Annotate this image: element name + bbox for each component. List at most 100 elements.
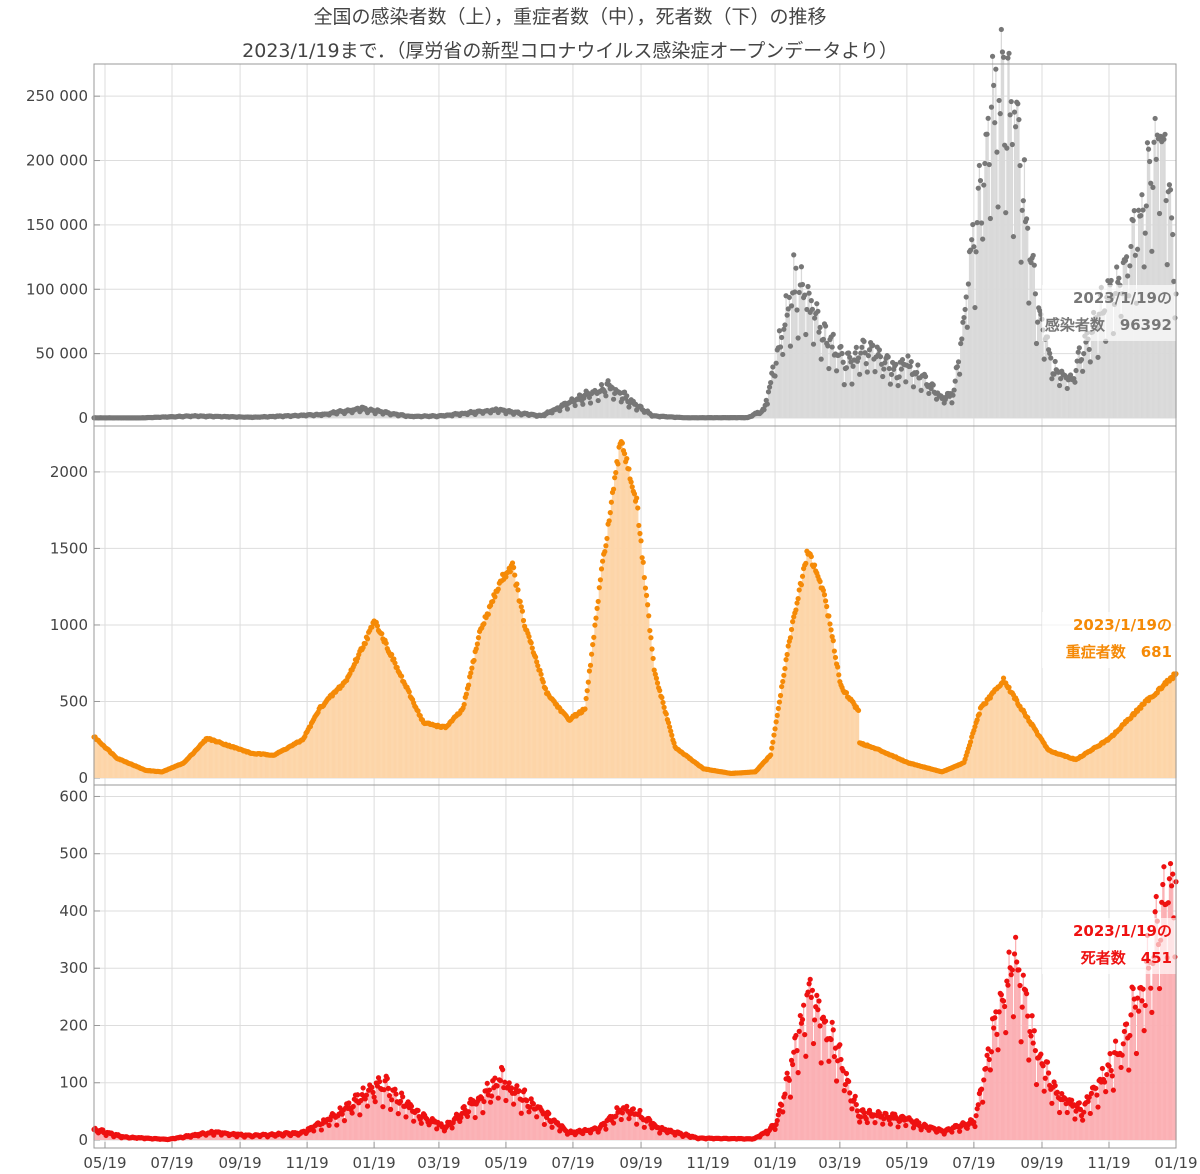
severe-bar: [616, 461, 618, 778]
severe-point: [772, 726, 778, 732]
infections-bar: [898, 376, 900, 418]
infections-bar: [1146, 142, 1149, 418]
deaths-bar: [805, 1056, 807, 1140]
infections-point: [1087, 359, 1093, 365]
severe-point: [830, 638, 836, 644]
severe-bar: [173, 766, 175, 778]
infections-bar: [1069, 375, 1072, 418]
infections-point: [838, 343, 844, 350]
severe-bar: [776, 715, 778, 778]
severe-bar: [863, 745, 865, 778]
severe-bar: [1058, 754, 1061, 778]
severe-point: [507, 569, 513, 575]
infections-point: [964, 324, 970, 330]
infections-point: [840, 359, 846, 365]
deaths-bar: [1136, 998, 1139, 1140]
severe-bar: [389, 655, 392, 778]
infections-bar: [902, 364, 905, 418]
infections-point: [1147, 158, 1153, 165]
infections-point: [818, 356, 824, 362]
severe-bar: [612, 489, 615, 778]
severe-point: [612, 475, 618, 481]
severe-bar: [204, 741, 206, 778]
infections-bar: [1110, 280, 1112, 418]
severe-point: [469, 665, 475, 671]
severe-point: [512, 572, 518, 578]
y-tick-label: 500: [59, 692, 88, 710]
deaths-bar: [993, 1027, 995, 1140]
severe-bar: [370, 627, 372, 778]
infections-point: [893, 361, 899, 367]
severe-bar: [1072, 758, 1074, 778]
deaths-bar: [495, 1085, 497, 1140]
severe-bar: [1009, 691, 1011, 778]
infections-bar: [1129, 265, 1131, 418]
deaths-bar: [459, 1121, 461, 1140]
infections-bar: [982, 239, 984, 418]
severe-bar: [105, 748, 107, 778]
infections-point: [881, 366, 887, 372]
infections-bar: [1098, 314, 1100, 418]
infections-point: [908, 359, 914, 365]
severe-bar: [325, 701, 327, 778]
infections-bar: [500, 409, 503, 418]
severe-bar: [569, 720, 571, 778]
severe-bar: [626, 458, 628, 778]
infections-bar: [950, 393, 952, 418]
infections-bar: [807, 286, 809, 418]
deaths-bar: [625, 1108, 627, 1140]
deaths-bar: [1129, 1035, 1131, 1140]
severe-bar: [768, 756, 771, 778]
severe-bar: [578, 711, 581, 778]
infections-point: [1021, 157, 1028, 163]
infections-bar: [942, 397, 944, 418]
severe-bar: [647, 604, 649, 778]
severe-bar: [242, 750, 245, 778]
deaths-bar: [505, 1100, 507, 1140]
deaths-bar: [621, 1112, 624, 1140]
severe-bar: [715, 770, 717, 778]
infections-bar: [938, 394, 940, 418]
severe-point: [584, 688, 590, 694]
severe-bar: [1017, 703, 1019, 778]
infections-bar: [379, 411, 381, 418]
severe-bar: [779, 695, 782, 778]
infections-point: [1132, 252, 1138, 258]
deaths-bar: [999, 993, 1001, 1140]
deaths-bar: [413, 1121, 415, 1140]
severe-bar: [1145, 700, 1147, 778]
infections-bar: [995, 69, 997, 418]
deaths-bar: [1043, 1091, 1045, 1140]
infections-bar: [814, 318, 816, 418]
severe-bar: [955, 765, 957, 778]
severe-bar: [183, 762, 185, 778]
severe-bar: [265, 754, 268, 778]
severe-point: [415, 708, 421, 714]
severe-bar: [531, 648, 533, 778]
deaths-bar: [803, 1005, 805, 1140]
severe-bar: [1087, 751, 1089, 778]
deaths-bar: [817, 1009, 819, 1140]
severe-bar: [875, 748, 877, 778]
infections-point: [880, 373, 886, 380]
infections-bar: [600, 384, 603, 418]
severe-bar: [1100, 743, 1102, 778]
severe-bar: [247, 751, 249, 778]
deaths-bar: [1097, 1107, 1099, 1140]
severe-bar: [834, 657, 837, 778]
severe-point: [593, 615, 599, 621]
severe-bar: [1065, 756, 1067, 778]
severe-bar: [984, 703, 986, 778]
severe-bar: [634, 501, 637, 778]
infections-bar: [643, 412, 645, 418]
severe-bar: [527, 633, 529, 778]
infections-bar: [907, 356, 909, 418]
infections-point: [910, 384, 917, 390]
infections-bar: [620, 401, 622, 418]
severe-bar: [1090, 750, 1093, 778]
severe-bar: [246, 752, 248, 778]
severe-bar: [343, 682, 346, 778]
deaths-bar: [1012, 1016, 1015, 1140]
severe-bar: [663, 707, 665, 778]
y-tick-label: 400: [59, 902, 88, 920]
